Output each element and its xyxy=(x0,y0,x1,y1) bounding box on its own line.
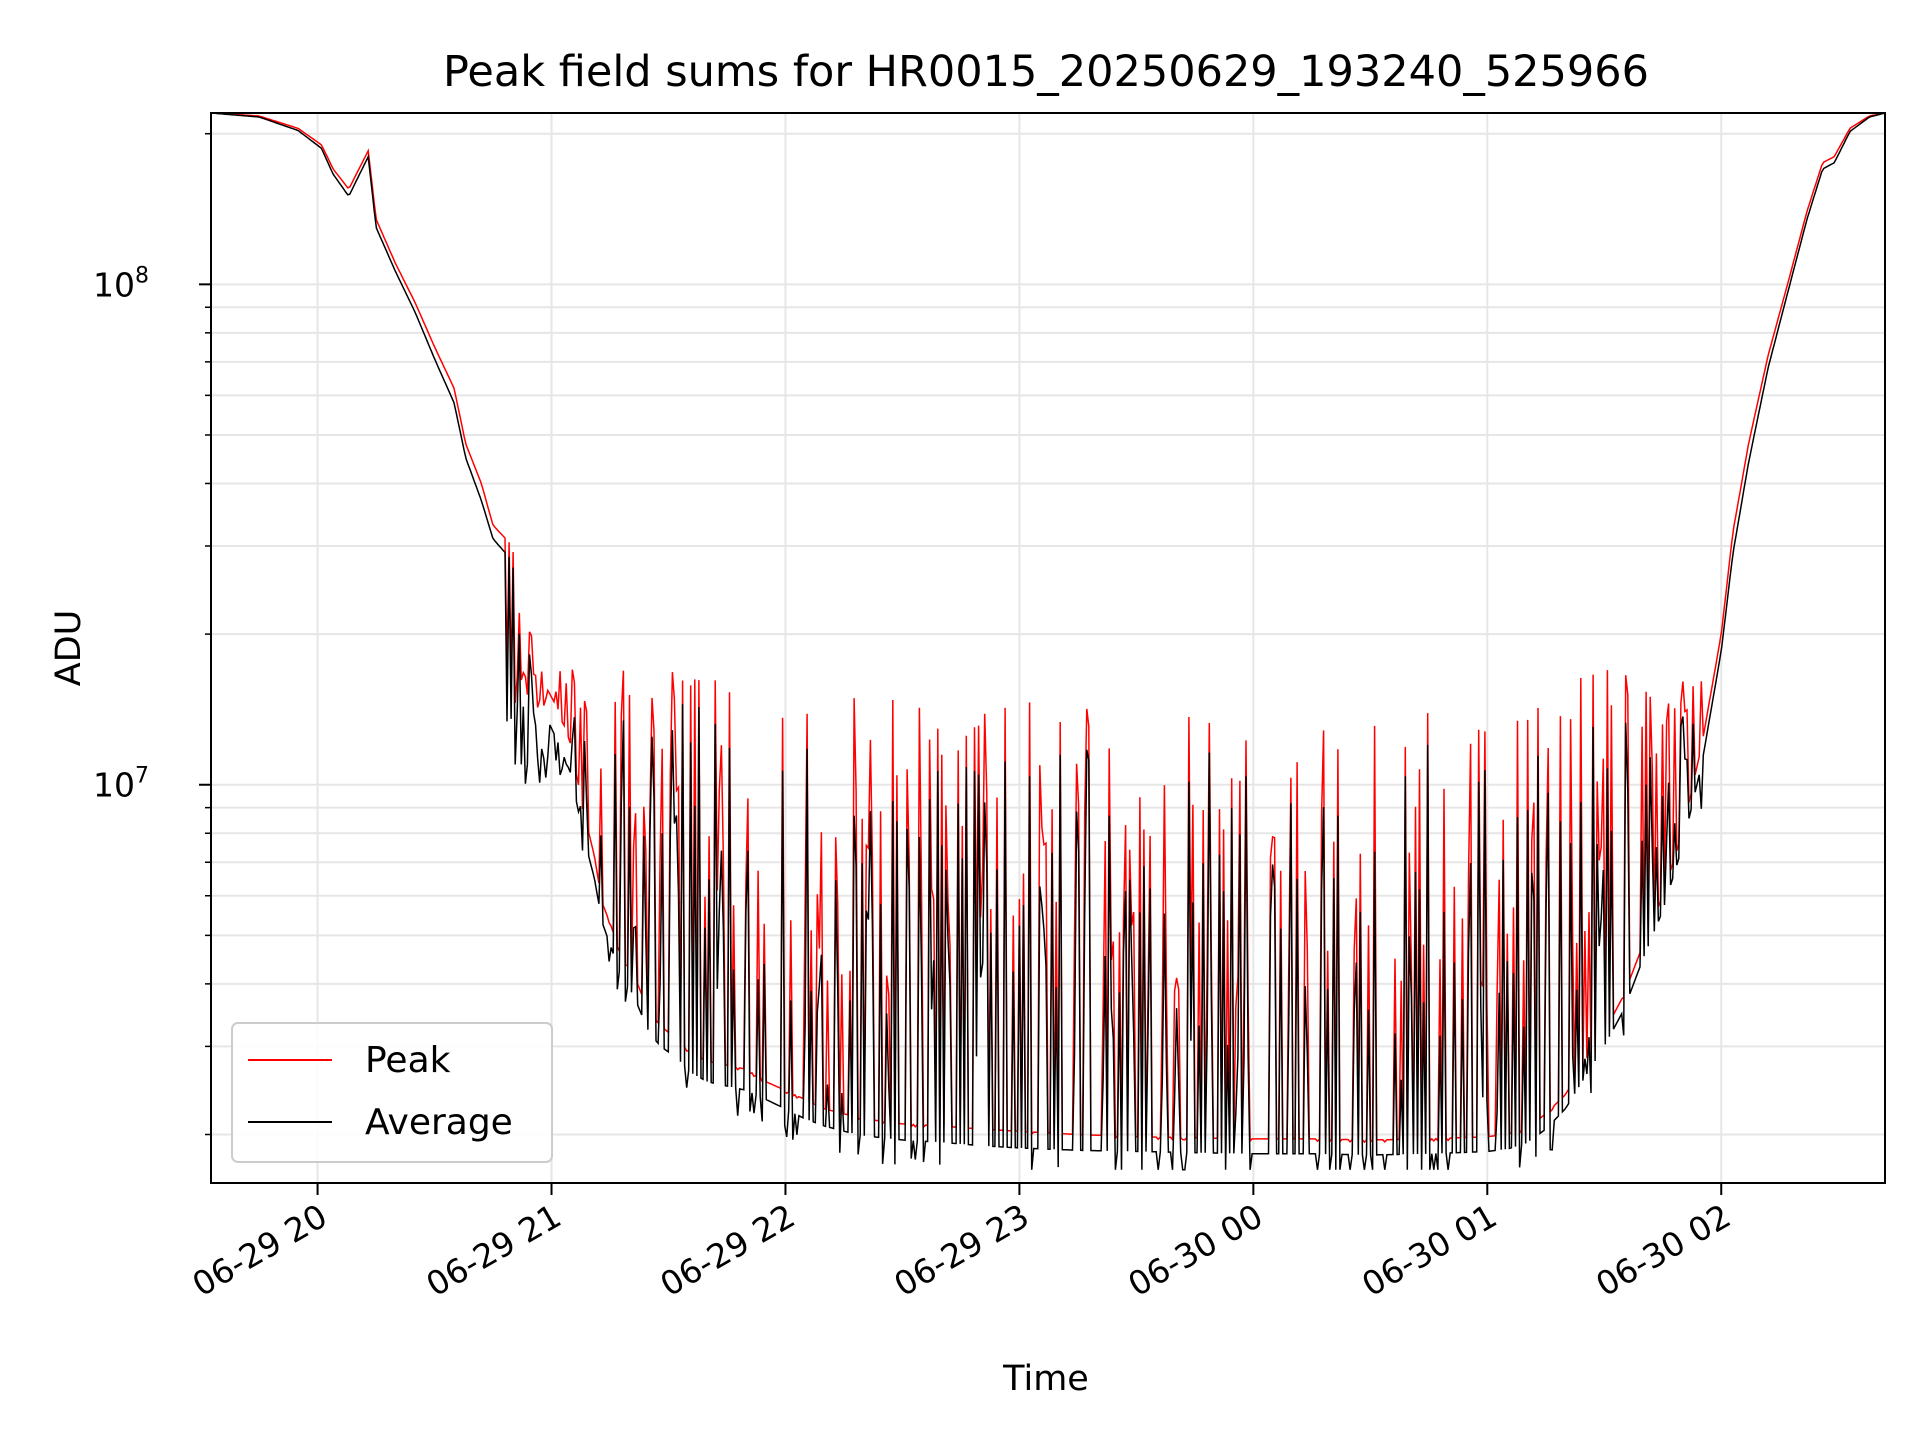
legend-average-label: Average xyxy=(365,1102,513,1143)
x-tick-label: 06-29 20 xyxy=(186,1196,334,1304)
x-tick-label: 06-30 01 xyxy=(1355,1196,1503,1304)
x-tick-label: 06-29 21 xyxy=(420,1196,568,1304)
x-tick-label: 06-29 23 xyxy=(887,1196,1035,1304)
series-peak-line xyxy=(211,113,1885,1144)
x-tick-label: 06-30 00 xyxy=(1121,1196,1269,1304)
legend: Peak Average xyxy=(231,1022,553,1163)
plot-frame xyxy=(210,112,1886,1184)
plot-area xyxy=(211,113,1885,1171)
y-tick-label: 108 xyxy=(93,263,149,304)
y-axis-label: ADU xyxy=(49,610,89,687)
series-average-line xyxy=(211,113,1885,1171)
x-tick-label: 06-30 02 xyxy=(1589,1196,1737,1304)
legend-peak-label: Peak xyxy=(365,1040,451,1081)
x-tick-label: 06-29 22 xyxy=(653,1196,801,1304)
legend-box xyxy=(231,1022,553,1163)
chart-title: Peak field sums for HR0015_20250629_1932… xyxy=(443,47,1649,97)
x-axis-label: Time xyxy=(1002,1359,1089,1399)
y-axis: 108 107 xyxy=(93,132,211,1136)
y-tick-label: 107 xyxy=(93,764,149,805)
x-axis: 06-29 20 06-29 21 06-29 22 06-29 23 06-30 00… xyxy=(186,1183,1737,1304)
